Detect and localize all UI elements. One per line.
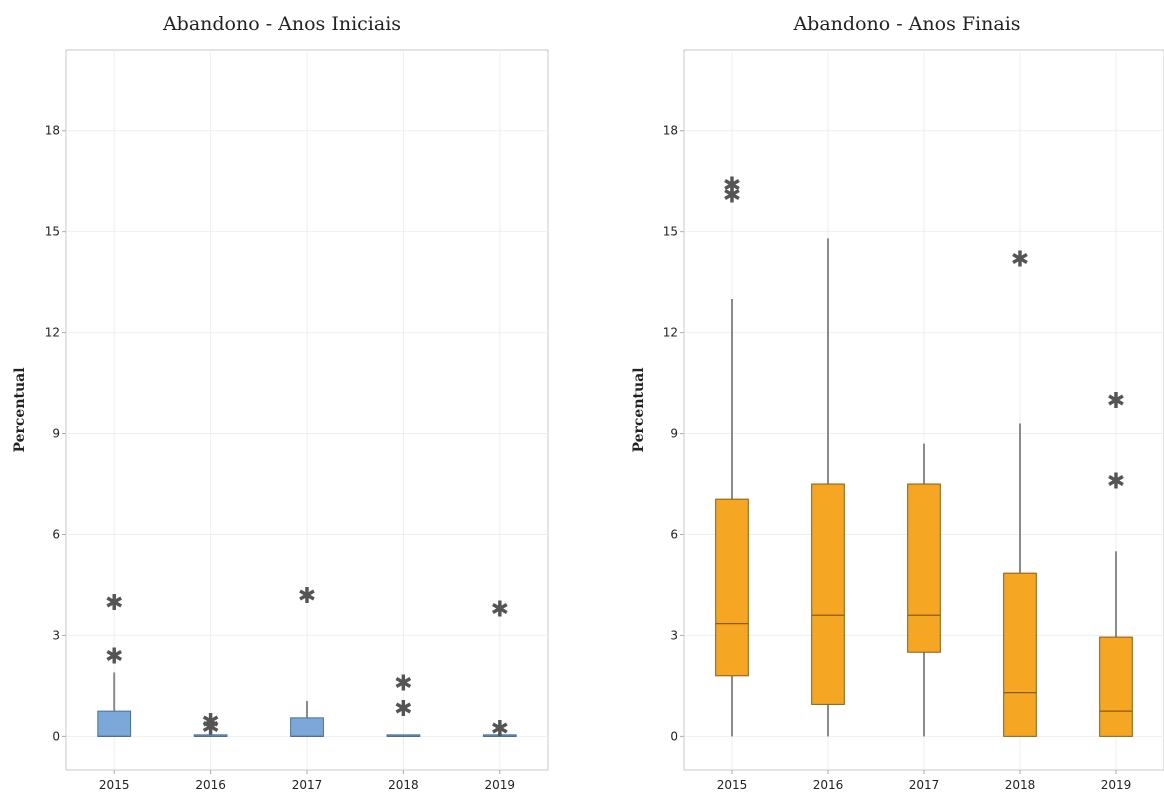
box-2018: ✱✱ [386,672,421,737]
box-iqr [1099,636,1133,737]
y-tick-label: 6 [670,527,678,541]
y-tick-label: 18 [663,124,678,138]
y-tick-label: 9 [670,427,678,441]
x-tick-label: 2016 [813,778,844,792]
box-iqr [1003,572,1037,737]
box-2016 [811,238,845,737]
box-iqr [97,710,132,737]
x-tick-label: 2019 [485,778,516,792]
outlier-marker: ✱ [1011,248,1029,273]
box-2016: ✱✱ [193,710,228,740]
chart-anos-iniciais: Abandono - Anos Iniciais Percentual 0 3 6 9 12… [12,13,549,792]
y-tick-label: 0 [52,729,60,743]
y-axis-label: Percentual [631,367,647,452]
y-tick-label: 15 [663,225,678,239]
outlier-marker: ✱ [1107,470,1125,495]
box-2019: ✱✱ [1099,389,1133,737]
box-2017: ✱ [290,584,324,737]
outlier-marker: ✱ [105,645,123,670]
y-tick-label: 12 [663,326,678,340]
outlier-marker: ✱ [723,184,741,209]
y-tick-label: 12 [45,326,60,340]
box-iqr [290,717,324,737]
x-tick-label: 2018 [1005,778,1036,792]
y-tick-label: 9 [52,427,60,441]
outlier-marker: ✱ [723,174,741,199]
y-tick-label: 3 [52,628,60,642]
y-tick-label: 18 [45,124,60,138]
box-iqr [715,498,749,677]
box-2018: ✱ [1003,248,1037,737]
outlier-marker: ✱ [491,717,509,742]
box-2015: ✱✱ [715,174,749,737]
y-tick-label: 3 [670,628,678,642]
outlier-marker: ✱ [105,591,123,616]
x-tick-label: 2015 [717,778,748,792]
y-tick-label: 15 [45,225,60,239]
y-tick-label: 6 [52,527,60,541]
x-tick-label: 2016 [195,778,226,792]
chart-title: Abandono - Anos Iniciais [162,13,401,35]
y-axis-label: Percentual [12,367,28,452]
box-iqr [907,483,941,653]
y-tick-label: 0 [670,729,678,743]
x-tick-label: 2017 [292,778,323,792]
box-iqr [811,483,845,705]
x-tick-label: 2017 [909,778,940,792]
outlier-marker: ✱ [394,697,412,722]
outlier-marker: ✱ [201,715,219,740]
chart-anos-finais: Abandono - Anos Finais Percentual 0 3 6 9 12 15… [631,13,1164,792]
x-tick-label: 2019 [1101,778,1132,792]
outlier-marker: ✱ [1107,389,1125,414]
outlier-marker: ✱ [491,598,509,623]
box-2015: ✱✱ [97,591,132,737]
chart-title: Abandono - Anos Finais [792,13,1020,35]
box-2019: ✱✱ [482,598,517,742]
box-2017 [907,443,941,737]
outlier-marker: ✱ [394,672,412,697]
x-tick-label: 2015 [99,778,130,792]
x-tick-label: 2018 [388,778,419,792]
outlier-marker: ✱ [298,584,316,609]
outlier-marker: ✱ [201,710,219,735]
